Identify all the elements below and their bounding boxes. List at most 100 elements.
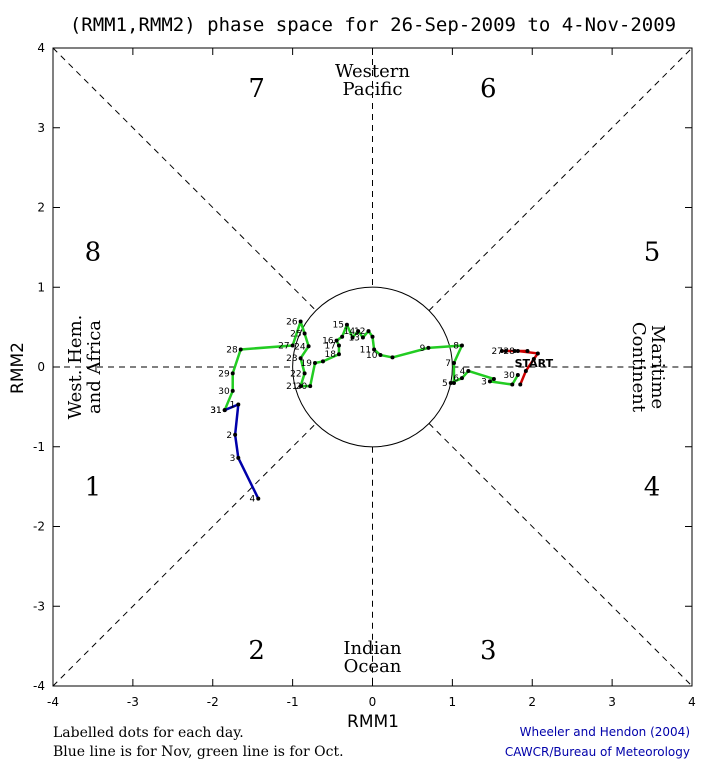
series-line [223, 320, 519, 411]
y-tick-label: -4 [33, 679, 45, 693]
day-label: 27 [491, 347, 502, 357]
day-label: 10 [366, 351, 378, 361]
day-dot [302, 331, 307, 336]
day-dot [360, 335, 365, 340]
credit-line-1: Wheeler and Hendon (2004) [520, 725, 690, 739]
day-dot [426, 345, 431, 350]
day-dot [344, 322, 349, 327]
day-dot [531, 357, 536, 362]
x-tick-label: 1 [449, 695, 457, 709]
day-dot [298, 319, 303, 324]
region-right-line-1: Maritime [647, 325, 668, 409]
day-label: 28 [503, 347, 515, 357]
day-label: 7 [445, 359, 451, 369]
day-dot [451, 380, 456, 385]
region-top-line-2: Pacific [343, 79, 403, 100]
day-dot [230, 371, 235, 376]
unit-circle [292, 286, 453, 448]
day-dot [466, 368, 471, 373]
day-dot [515, 349, 520, 354]
day-label: 5 [442, 379, 448, 389]
day-dot [372, 347, 377, 352]
day-dot [459, 343, 464, 348]
day-dot [451, 361, 456, 366]
day-label: 27 [278, 341, 289, 351]
day-dot [306, 344, 311, 349]
mjo-trajectory: 2827303465789101112131415161718192021222… [210, 318, 553, 505]
day-label: 23 [286, 354, 297, 364]
x-tick-label: 0 [369, 695, 377, 709]
series-3: 31 1 2 3 4 [210, 400, 261, 505]
phase-number: 8 [85, 237, 102, 267]
day-dot [487, 379, 492, 384]
day-label: 2 [226, 431, 232, 441]
phase-number: 6 [480, 74, 497, 104]
day-label: 31 [210, 406, 221, 416]
x-tick-label: 4 [688, 695, 696, 709]
day-label: 19 [301, 359, 313, 369]
day-dot [236, 455, 241, 460]
day-dot [390, 355, 395, 360]
day-label: 26 [286, 318, 298, 328]
day-dot [525, 349, 530, 354]
y-tick-label: 0 [37, 360, 45, 374]
day-dot [298, 384, 303, 389]
day-label: 14 [344, 327, 356, 337]
day-dot [448, 380, 453, 385]
day-dot [356, 329, 361, 334]
day-dot [302, 371, 307, 376]
day-label: 4 [460, 367, 466, 377]
day-label: 18 [324, 350, 336, 360]
region-right-line-2: Continent [628, 322, 649, 413]
day-dot [515, 372, 520, 377]
x-tick-label: -2 [207, 695, 219, 709]
y-tick-label: 3 [37, 121, 45, 135]
day-label: 9 [420, 344, 426, 354]
day-dot [222, 408, 227, 413]
diagonal-guide [428, 423, 693, 687]
start-label: START [515, 357, 554, 370]
day-dot [320, 359, 325, 364]
day-label: 16 [322, 337, 334, 347]
day-dot [350, 335, 355, 340]
phase-number: 2 [248, 636, 265, 666]
x-tick-label: -4 [47, 695, 59, 709]
day-label: 3 [481, 377, 487, 387]
day-dot [238, 347, 243, 352]
day-dot [459, 376, 464, 381]
day-dot [370, 334, 375, 339]
region-bottom-line-2: Ocean [344, 656, 402, 677]
x-tick-label: 3 [608, 695, 616, 709]
footnote-line-1: Labelled dots for each day. [53, 725, 244, 741]
footnote-line-2: Blue line is for Nov, green line is for … [53, 744, 344, 760]
phase-number: 3 [480, 636, 497, 666]
day-dot [290, 343, 295, 348]
y-tick-label: -2 [33, 520, 45, 534]
day-dot [312, 361, 317, 366]
day-label: 4 [250, 495, 256, 505]
day-label: 22 [290, 369, 301, 379]
day-dot [518, 382, 523, 387]
day-dot [523, 368, 528, 373]
day-label: 11 [360, 345, 371, 355]
day-dot [308, 384, 313, 389]
phase-guides [52, 47, 693, 687]
credit-line-2: CAWCR/Bureau of Meteorology [505, 745, 690, 759]
day-dot [503, 349, 508, 354]
y-tick-label: -1 [33, 440, 45, 454]
region-top-line-1: Western [335, 61, 410, 82]
day-dot [512, 349, 517, 354]
day-label: 15 [332, 321, 343, 331]
diagonal-guide [428, 47, 693, 311]
x-tick-label: -1 [287, 695, 299, 709]
day-label: 29 [218, 369, 230, 379]
series-2: 3034657891011121314151617181920212223242… [210, 318, 520, 416]
day-dot [340, 334, 345, 339]
day-label: 1 [230, 400, 236, 410]
y-tick-label: 1 [37, 280, 45, 294]
phase-number: 4 [644, 473, 661, 503]
region-left-line-1: West. Hem. [65, 315, 86, 420]
